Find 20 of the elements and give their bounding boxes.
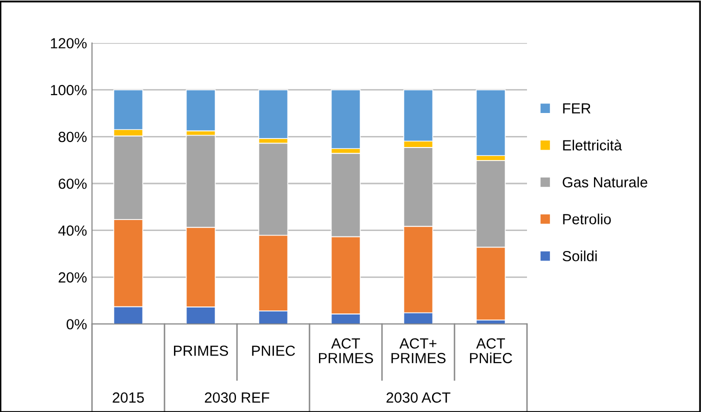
y-tick-label: 120%: [50, 38, 87, 48]
x-tick-label: ACT PRIMES: [318, 338, 374, 364]
text: 2015: [112, 392, 144, 403]
text: 2030 REF: [204, 392, 270, 403]
y-tick-label: 80%: [58, 132, 87, 142]
y-tick-label: 60%: [58, 178, 87, 189]
legend-label: FER: [563, 103, 590, 114]
y-tick-label: 20%: [58, 272, 87, 283]
x-tick-label: ACT+ PRIMES: [391, 338, 446, 364]
legend-label: Elettricità: [563, 140, 622, 150]
y-tick-label: 0%: [66, 319, 87, 330]
text: 2030 ACT: [386, 392, 450, 403]
legend-label: Petrolio: [563, 214, 611, 224]
x-tick-label: ACT PNiEC: [470, 338, 512, 364]
x-tick-label: PNIEC: [252, 346, 295, 356]
legend-label: Gas Naturale: [562, 176, 648, 188]
x-tick-label: PRIMES: [174, 346, 228, 356]
y-tick-label: 40%: [58, 225, 87, 236]
legend-label: Soildi: [562, 250, 597, 262]
y-tick-label: 100%: [50, 84, 87, 96]
